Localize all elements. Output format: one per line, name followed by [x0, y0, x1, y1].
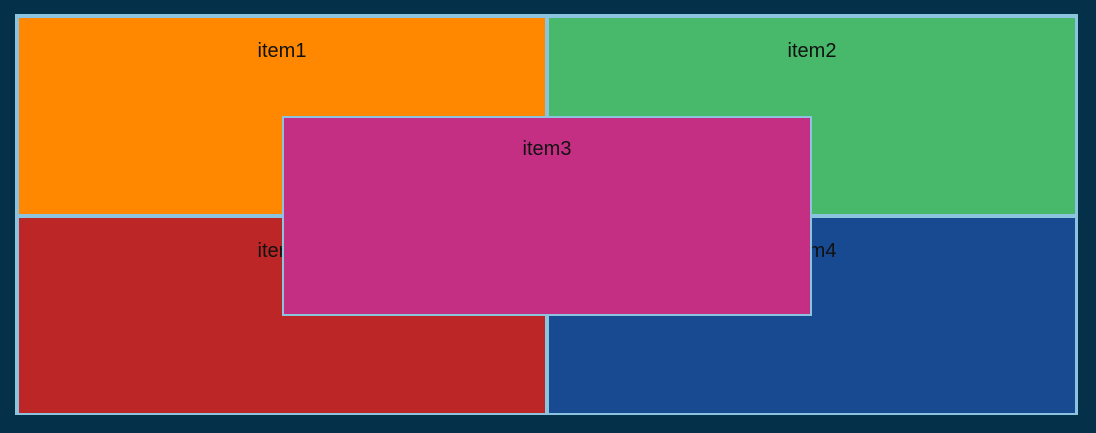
grid-item-label: item3: [522, 138, 572, 160]
grid-item-label: item2: [787, 40, 837, 62]
grid-container: item1 item2 item5 item4 item3: [15, 14, 1078, 415]
grid-item-3: item3: [282, 116, 812, 316]
grid-item-label: item1: [257, 40, 307, 62]
